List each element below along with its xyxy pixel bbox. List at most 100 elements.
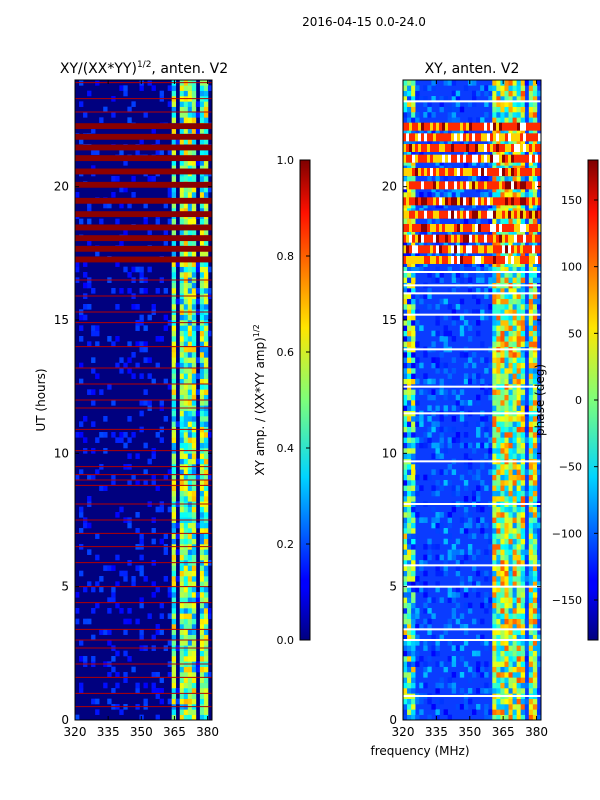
heatmap-2-cell [459,298,465,305]
heatmap-1-cell [199,490,205,497]
heatmap-2-cell [403,634,408,641]
heatmap-2-cell [411,405,416,411]
heatmap-2-cell [447,330,453,337]
heatmap-2-cell [484,453,489,459]
heatmap-1-cell [159,629,164,635]
heatmap-1-cell [119,186,124,193]
heatmap-2-cell [516,229,522,235]
heatmap-2-cell [411,709,416,715]
heatmap-2-cell [411,490,416,497]
heatmap-2-cell [427,288,432,294]
heatmap-2-cell [463,138,469,145]
heatmap-2-cell [516,570,522,577]
noise-band-cell [403,168,407,176]
heatmap-1-cell [203,565,209,571]
heatmap-2-cell [516,682,522,689]
heatmap-1-cell [171,149,177,155]
heatmap-2-cell [532,106,538,113]
heatmap-2-cell [512,485,517,491]
heatmap-1-cell [171,362,177,369]
heatmap-1-cell [203,528,209,534]
heatmap-2-cell [516,448,522,454]
heatmap-1-cell [203,618,209,625]
heatmap-2-cell [512,464,517,470]
heatmap-2-cell [500,426,505,433]
heatmap-1-cell [191,176,197,182]
noise-band-cell [469,224,473,232]
heatmap-2-cell [403,698,408,705]
heatmap-2-cell [508,661,513,667]
heatmap-2-cell [484,288,489,294]
heatmap-2-cell [484,672,489,678]
noise-band-cell [445,245,449,254]
heatmap-1-cell [203,608,209,614]
noise-band-cell [514,256,518,264]
heatmap-2-cell [504,437,509,443]
heatmap-2-cell [492,218,497,225]
heatmap-1-cell [187,437,193,443]
heatmap-2-cell [480,666,485,673]
noise-band-cell [517,168,521,176]
heatmap-2-cell [512,613,517,619]
heatmap-2-cell [536,261,541,267]
heatmap-1-cell [183,581,189,587]
heatmap-2-cell [407,186,412,193]
heatmap-1-cell [179,384,185,390]
heatmap-2-cell [435,448,440,454]
heatmap-1-cell [183,186,189,193]
heatmap-1-cell [203,613,209,619]
heatmap-1-cell [87,496,92,502]
noise-band-cell [451,122,455,131]
heatmap-1-cell [203,250,209,257]
heatmap-2-cell [504,106,509,113]
heatmap-1-cell [171,528,177,534]
heatmap-1-cell [199,298,205,305]
heatmap-2-cell [435,192,440,198]
colorbar-1: 0.00.20.40.60.81.0 XY amp. / (XX*YY amp)… [252,154,311,647]
heatmap-2-cell [407,320,412,326]
heatmap-2-cell [463,362,469,369]
heatmap-1-cell [191,298,197,305]
heatmap-2-cell [411,160,416,166]
heatmap-2-cell [528,698,534,705]
noise-band-cell [487,224,491,232]
heatmap-2-cell [451,202,457,209]
heatmap-2-cell [403,368,408,374]
noise-band-cell [409,224,413,232]
heatmap-2-cell [492,304,497,310]
heatmap-2-cell [532,160,538,166]
heatmap-2-cell [467,581,473,587]
heatmap-1-cell [139,629,144,635]
heatmap-2-cell [427,250,432,257]
noise-band-cell [532,224,536,232]
heatmap-2-cell [508,298,513,305]
noise-band-cell [403,122,407,131]
heatmap-1-cell [195,373,201,379]
heatmap-1-cell [203,149,209,155]
heatmap-1-cell [171,416,177,422]
heatmap-1-cell [191,528,197,534]
heatmap-2-cell [484,608,489,614]
heatmap-2-cell [532,469,538,475]
heatmap-2-cell [431,421,436,427]
heatmap-1-cell [195,288,201,294]
heatmap-2-cell [536,437,541,443]
heatmap-1-cell [171,586,177,593]
heatmap-1-cell [191,496,197,502]
heatmap-2-cell [439,570,444,577]
heatmap-2-cell [492,522,497,529]
heatmap-2-cell [516,714,522,720]
noise-band-cell [475,210,479,219]
heatmap-2-cell [451,490,457,497]
heatmap-2-cell [423,544,428,550]
noise-band-cell [499,154,503,163]
heatmap-2-cell [455,592,461,598]
heatmap-2-cell [516,314,522,321]
noise-band-cell [526,122,530,131]
heatmap-2-cell [524,101,530,107]
heatmap-2-cell [431,357,436,363]
heatmap-2-cell [508,288,513,294]
heatmap-2-cell [504,368,509,374]
heatmap-2-cell [532,704,538,710]
heatmap-2-cell [504,416,509,422]
